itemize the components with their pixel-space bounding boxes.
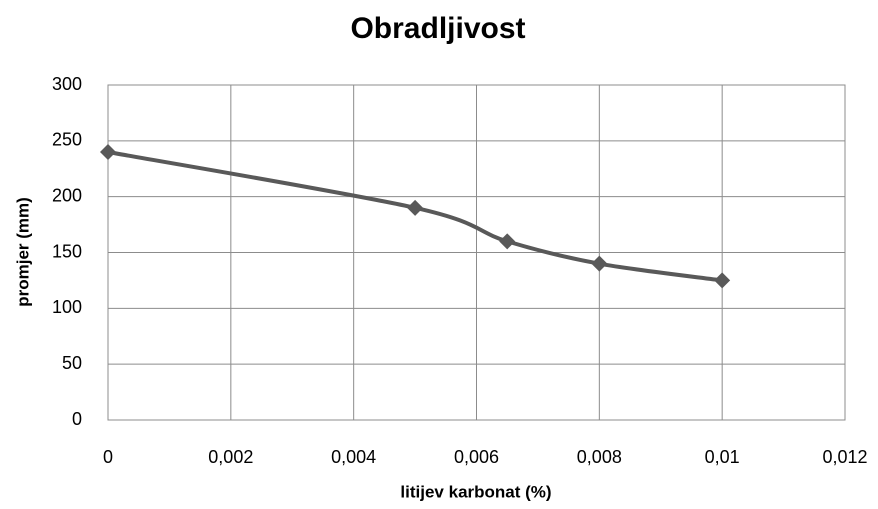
data-point [407,199,424,216]
x-tick-label: 0,01 [705,447,740,467]
x-tick-label: 0,008 [577,447,622,467]
chart-title: Obradljivost [350,12,525,45]
series-line [107,150,723,283]
data-point [100,144,116,160]
x-tick-label: 0,002 [208,447,253,467]
y-tick-label: 200 [52,185,82,205]
x-axis-label: litijev karbonat (%) [400,482,551,501]
y-tick-label: 150 [52,241,82,261]
x-tick-label: 0,004 [331,447,376,467]
x-tick-label: 0,012 [822,447,867,467]
y-tick-label: 100 [52,297,82,317]
data-point [591,255,608,272]
x-tick-label: 0,006 [454,447,499,467]
x-tick-label: 0 [103,447,113,467]
plot-border [107,84,846,421]
data-point [714,272,731,289]
y-tick-label: 250 [52,130,82,150]
y-axis-label: promjer (mm) [13,197,32,307]
y-tick-label: 50 [62,353,82,373]
y-tick-label: 300 [52,74,82,94]
y-tick-label: 0 [72,409,82,429]
data-point [499,233,516,250]
